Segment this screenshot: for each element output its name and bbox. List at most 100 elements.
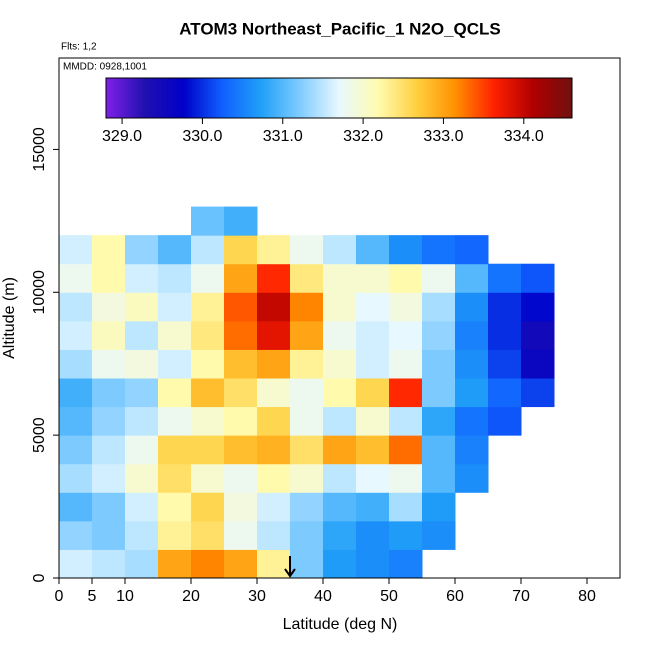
heat-cell bbox=[290, 320, 324, 350]
y-tick-label: 5000 bbox=[31, 417, 48, 453]
heat-cell bbox=[323, 292, 357, 322]
heat-cell bbox=[59, 320, 93, 350]
heat-cell bbox=[224, 378, 258, 408]
heat-cell bbox=[224, 435, 258, 465]
x-tick-label: 10 bbox=[116, 588, 134, 605]
heat-cell bbox=[224, 492, 258, 522]
heat-cell bbox=[59, 349, 93, 379]
heat-cell bbox=[290, 435, 324, 465]
heat-cell bbox=[92, 235, 126, 265]
heat-cell bbox=[422, 378, 456, 408]
heat-cell bbox=[389, 463, 423, 493]
heat-cell bbox=[92, 549, 126, 579]
heat-cell bbox=[323, 463, 357, 493]
heat-cell bbox=[290, 492, 324, 522]
heat-cell bbox=[59, 292, 93, 322]
heat-cell bbox=[389, 263, 423, 293]
heat-cell bbox=[224, 263, 258, 293]
x-tick-label: 30 bbox=[248, 588, 266, 605]
heat-cell bbox=[356, 349, 390, 379]
heat-cell bbox=[125, 492, 159, 522]
heat-cell bbox=[422, 235, 456, 265]
heat-cell bbox=[257, 463, 291, 493]
heat-cell bbox=[488, 320, 522, 350]
heat-cell bbox=[389, 349, 423, 379]
heat-cell bbox=[59, 435, 93, 465]
heat-cell bbox=[389, 549, 423, 579]
heat-cell bbox=[191, 263, 225, 293]
heat-cell bbox=[290, 406, 324, 436]
heat-cell bbox=[191, 235, 225, 265]
heat-cell bbox=[422, 492, 456, 522]
heat-cell bbox=[455, 263, 489, 293]
heat-cell bbox=[323, 549, 357, 579]
heat-cell bbox=[191, 292, 225, 322]
heat-cell bbox=[191, 435, 225, 465]
heat-cell bbox=[191, 406, 225, 436]
heat-cell bbox=[257, 435, 291, 465]
chart-title: ATOM3 Northeast_Pacific_1 N2O_QCLS bbox=[179, 19, 501, 38]
heat-cell bbox=[92, 435, 126, 465]
heat-cell bbox=[158, 406, 192, 436]
heat-cell bbox=[257, 520, 291, 550]
heat-cell bbox=[323, 320, 357, 350]
heat-cell bbox=[389, 235, 423, 265]
heat-cell bbox=[422, 292, 456, 322]
x-tick-label: 40 bbox=[314, 588, 332, 605]
heat-cell bbox=[290, 349, 324, 379]
heat-cell bbox=[224, 349, 258, 379]
heat-cell bbox=[389, 520, 423, 550]
heat-cell bbox=[92, 263, 126, 293]
heat-cell bbox=[257, 549, 291, 579]
heat-cell bbox=[356, 263, 390, 293]
heat-cell bbox=[356, 520, 390, 550]
colorbar-tick-label: 332.0 bbox=[343, 128, 383, 145]
heat-cell bbox=[59, 520, 93, 550]
heat-cell bbox=[488, 292, 522, 322]
y-tick-label: 15000 bbox=[31, 127, 48, 172]
heat-cell bbox=[422, 406, 456, 436]
heat-cell bbox=[224, 406, 258, 436]
heat-cell bbox=[158, 378, 192, 408]
heat-cell bbox=[92, 320, 126, 350]
heat-cell bbox=[59, 492, 93, 522]
annotation: MMDD: 0928,1001 bbox=[63, 62, 147, 73]
heat-cell bbox=[455, 349, 489, 379]
location-marker bbox=[284, 556, 296, 578]
heat-cell bbox=[422, 435, 456, 465]
heat-cell bbox=[191, 320, 225, 350]
heat-cell bbox=[521, 292, 555, 322]
colorbar-tick-label: 331.0 bbox=[263, 128, 303, 145]
heat-cell bbox=[455, 378, 489, 408]
x-tick-label: 5 bbox=[88, 588, 97, 605]
heat-cell bbox=[59, 549, 93, 579]
heat-cell bbox=[455, 435, 489, 465]
heat-cell bbox=[290, 549, 324, 579]
heat-cell bbox=[158, 292, 192, 322]
heat-cell bbox=[92, 520, 126, 550]
heat-cell bbox=[356, 549, 390, 579]
heat-cell bbox=[191, 549, 225, 579]
heat-cell bbox=[224, 292, 258, 322]
heat-cell bbox=[422, 320, 456, 350]
heat-cell bbox=[125, 549, 159, 579]
heat-cell bbox=[323, 263, 357, 293]
y-tick-label: 10000 bbox=[31, 270, 48, 315]
heat-cell bbox=[224, 206, 258, 236]
heat-cell bbox=[455, 320, 489, 350]
heat-cell bbox=[191, 492, 225, 522]
heat-cell bbox=[257, 406, 291, 436]
heat-cell bbox=[488, 378, 522, 408]
heat-cell bbox=[125, 378, 159, 408]
heat-cell bbox=[389, 292, 423, 322]
heat-cell bbox=[488, 349, 522, 379]
heat-cell bbox=[59, 406, 93, 436]
heat-cell bbox=[422, 463, 456, 493]
heat-cell bbox=[59, 263, 93, 293]
y-tick-label: 0 bbox=[31, 573, 48, 582]
marker-head bbox=[284, 568, 296, 578]
colorbar-tick-label: 333.0 bbox=[423, 128, 463, 145]
heat-cell bbox=[191, 463, 225, 493]
heat-cell bbox=[224, 320, 258, 350]
heat-cell bbox=[92, 463, 126, 493]
